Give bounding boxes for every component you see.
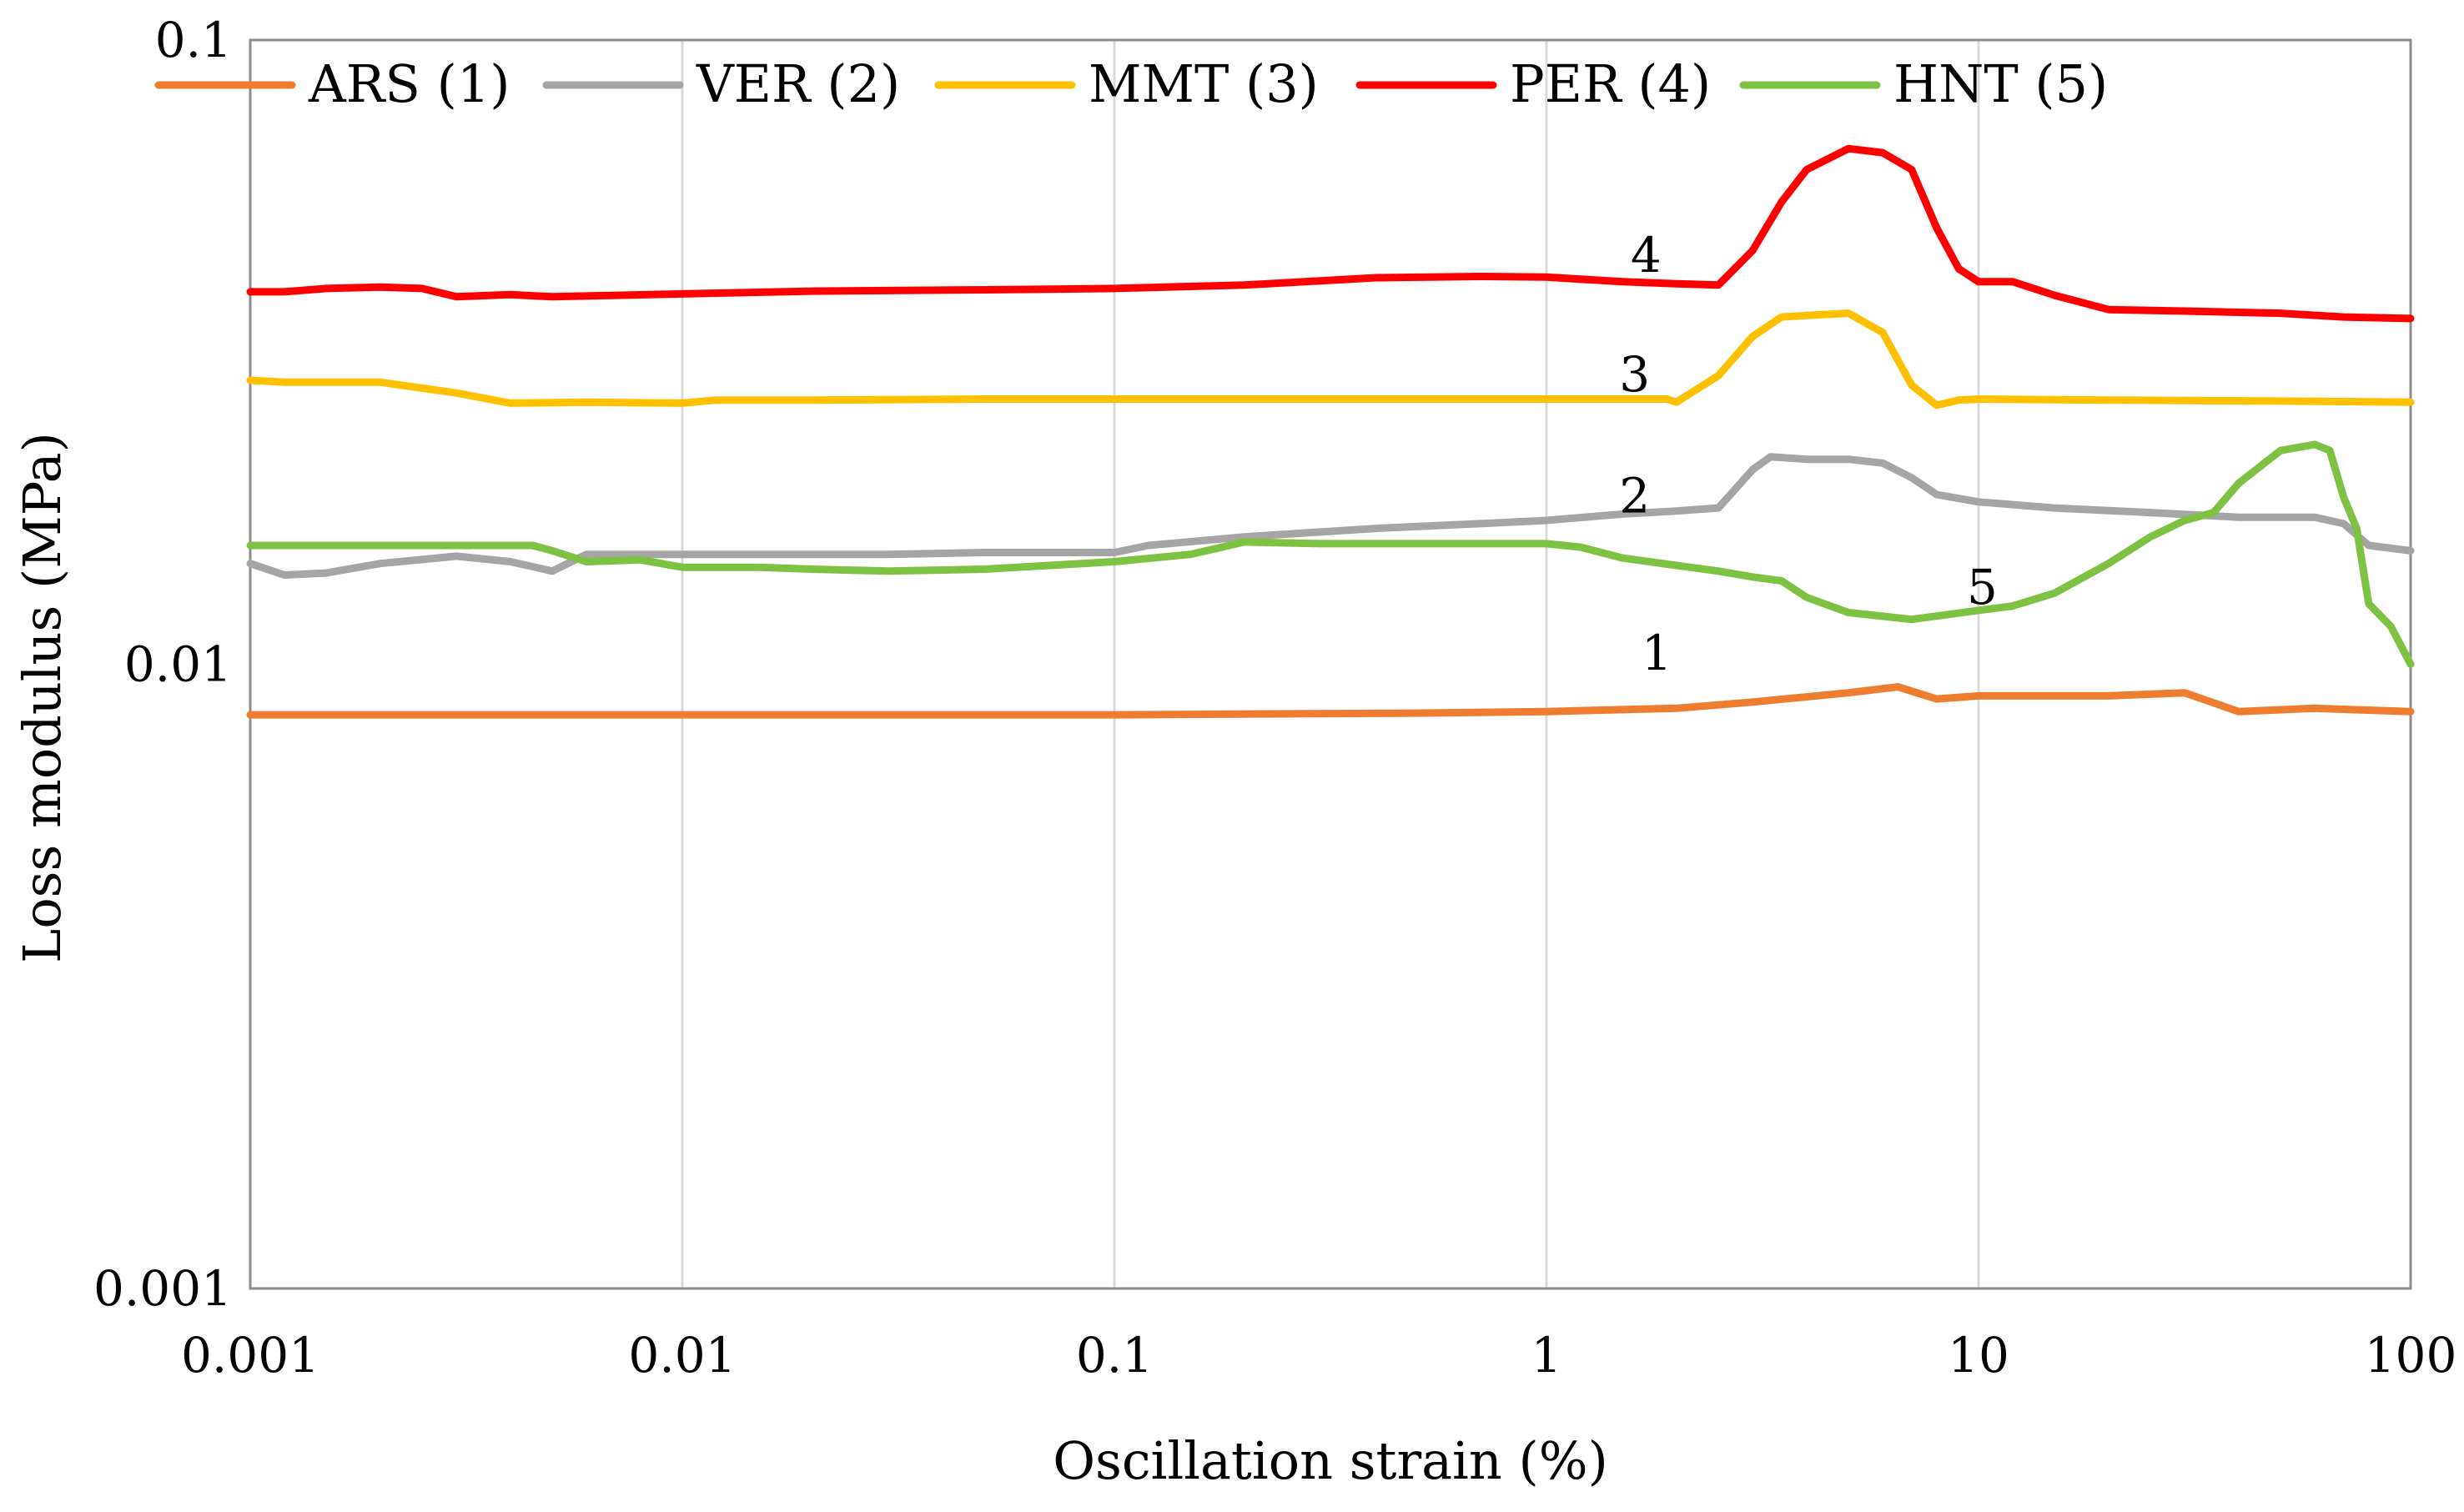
x-axis-title: Oscillation strain (%) (1053, 1430, 1608, 1491)
legend-label: ARS (1) (308, 53, 510, 114)
curve-label: 2 (1619, 468, 1650, 525)
x-axis-ticks: 0.001 0.01 0.1 1 10 100 (181, 1327, 2456, 1384)
x-tick-label: 0.01 (628, 1327, 736, 1384)
y-tick-label: 0.01 (124, 636, 232, 693)
x-tick-label: 100 (2365, 1327, 2457, 1384)
legend-label: VER (2) (696, 53, 900, 114)
x-tick-label: 0.1 (1076, 1327, 1153, 1384)
legend-label: PER (4) (1510, 53, 1711, 114)
curve-label: 4 (1631, 227, 1662, 284)
series-line-4 (246, 144, 2415, 323)
series-line-5 (246, 440, 2415, 668)
y-tick-label: 0.1 (155, 12, 232, 68)
curve-label: 1 (1642, 625, 1672, 681)
legend: ARS (1) VER (2) MMT (3) PER (4) HNT (5) (154, 53, 2108, 114)
curve-label: 3 (1619, 346, 1650, 403)
x-tick-label: 1 (1531, 1327, 1562, 1384)
x-tick-label: 0.001 (181, 1327, 319, 1384)
y-tick-label: 0.001 (93, 1260, 232, 1317)
series-line-1 (246, 683, 2415, 719)
legend-label: MMT (3) (1089, 53, 1319, 114)
curve-labels: 1 2 3 4 5 (1619, 227, 1998, 681)
series-group (246, 144, 2415, 719)
curve-label: 5 (1967, 559, 1998, 615)
series-line-2 (246, 453, 2415, 579)
legend-label: HNT (5) (1893, 53, 2108, 114)
series-line-3 (246, 309, 2415, 409)
y-axis-title: Loss modulus (MPa) (12, 432, 73, 963)
y-axis-ticks: 0.001 0.01 0.1 (93, 12, 232, 1317)
x-tick-label: 10 (1948, 1327, 2009, 1384)
